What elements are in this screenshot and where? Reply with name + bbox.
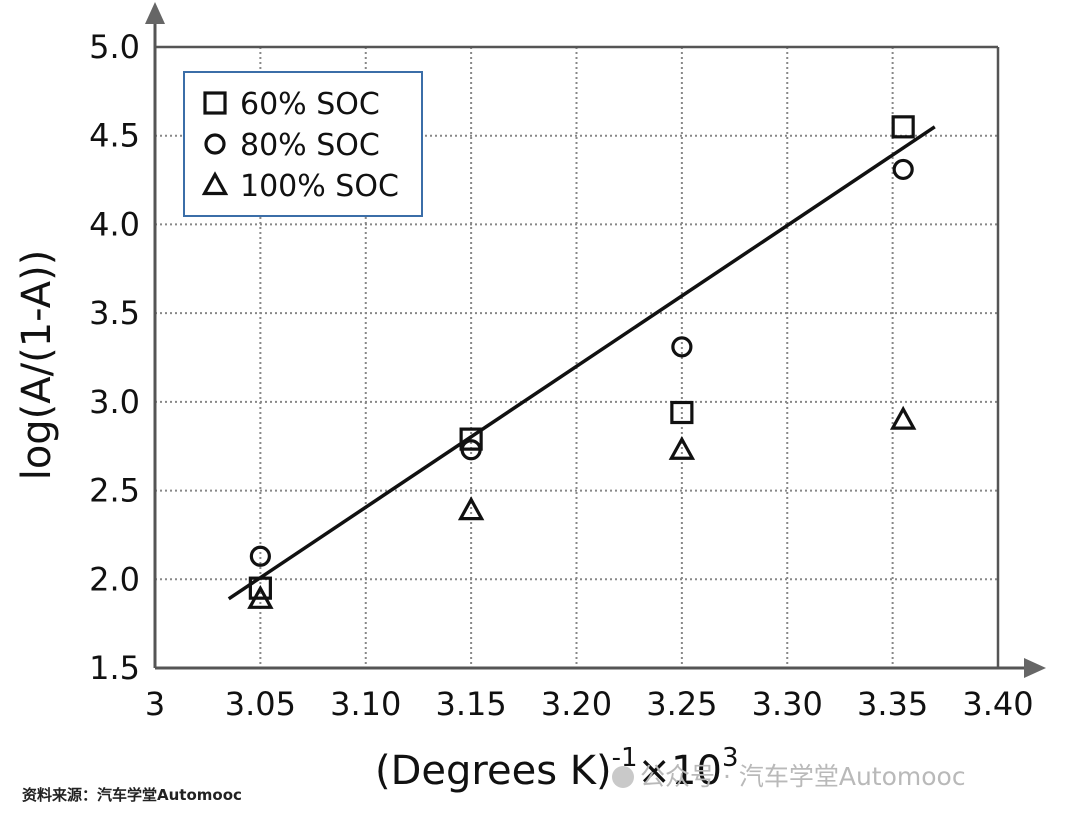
grid-lines [155, 47, 998, 668]
legend-marker-square [203, 91, 227, 115]
data-points [247, 115, 917, 609]
legend-label: 80% SOC [240, 128, 380, 163]
y-tick-label: 3.5 [89, 294, 140, 332]
y-axis-title: log(A/(1-A)) [14, 250, 60, 481]
legend-marker-triangle [201, 171, 229, 196]
legend: 60% SOC 80% SOC 100% SOC [183, 71, 423, 217]
data-point-circle [671, 336, 693, 358]
y-tick-label: 4.5 [89, 117, 140, 155]
watermark: 公众号 · 汽车学堂Automooc [612, 757, 966, 793]
wechat-icon [612, 766, 634, 788]
data-point-square [459, 427, 483, 451]
y-tick-label: 2.5 [89, 472, 140, 510]
x-tick-label: 3.25 [646, 685, 717, 723]
x-tick-label: 3.35 [857, 685, 928, 723]
data-point-triangle [457, 496, 485, 521]
x-tick-label: 3.40 [962, 685, 1033, 723]
x-tick-label: 3.15 [436, 685, 507, 723]
y-tick-label: 4.0 [89, 205, 140, 243]
legend-label: 60% SOC [240, 87, 380, 122]
x-tick-label: 3.30 [752, 685, 823, 723]
y-tick-labels: 1.5 2.0 2.5 3.0 3.5 4.0 4.5 5.0 [89, 28, 140, 687]
data-point-circle [892, 158, 914, 181]
data-point-square [891, 115, 915, 139]
fit-line-group [227, 125, 936, 601]
x-axis-arrow [1024, 658, 1046, 678]
x-tick-labels: 3 3.05 3.10 3.15 3.20 3.25 3.30 3.35 3.40 [145, 685, 1034, 723]
x-tick-label: 3.10 [330, 685, 401, 723]
x-axis-title-tail: ×10 [638, 748, 722, 794]
x-tick-label: 3 [145, 685, 165, 723]
y-tick-label: 2.0 [89, 560, 140, 598]
data-point-circle [249, 545, 271, 567]
axes [145, 2, 1046, 678]
data-point-triangle [247, 584, 274, 609]
legend-marker-circle [204, 133, 226, 155]
source-note: 资料来源：汽车学堂Automooc [22, 786, 242, 804]
y-tick-label: 5.0 [89, 28, 140, 66]
data-point-circle [460, 439, 482, 461]
y-axis-arrow [145, 2, 165, 24]
fit-line [227, 125, 936, 601]
data-point-square [670, 400, 694, 425]
data-point-square [248, 576, 272, 600]
x-axis-title-main: (Degrees K) [375, 748, 612, 794]
y-tick-label: 3.0 [89, 383, 140, 421]
x-tick-label: 3.20 [541, 685, 612, 723]
watermark-text: 公众号 · 汽车学堂Automooc [640, 762, 966, 791]
x-tick-label: 3.05 [225, 685, 296, 723]
x-axis-title-sup2: 3 [722, 743, 739, 773]
data-point-triangle [668, 435, 696, 460]
y-tick-label: 1.5 [89, 649, 140, 687]
data-point-triangle [889, 405, 917, 430]
legend-label: 100% SOC [240, 169, 399, 204]
